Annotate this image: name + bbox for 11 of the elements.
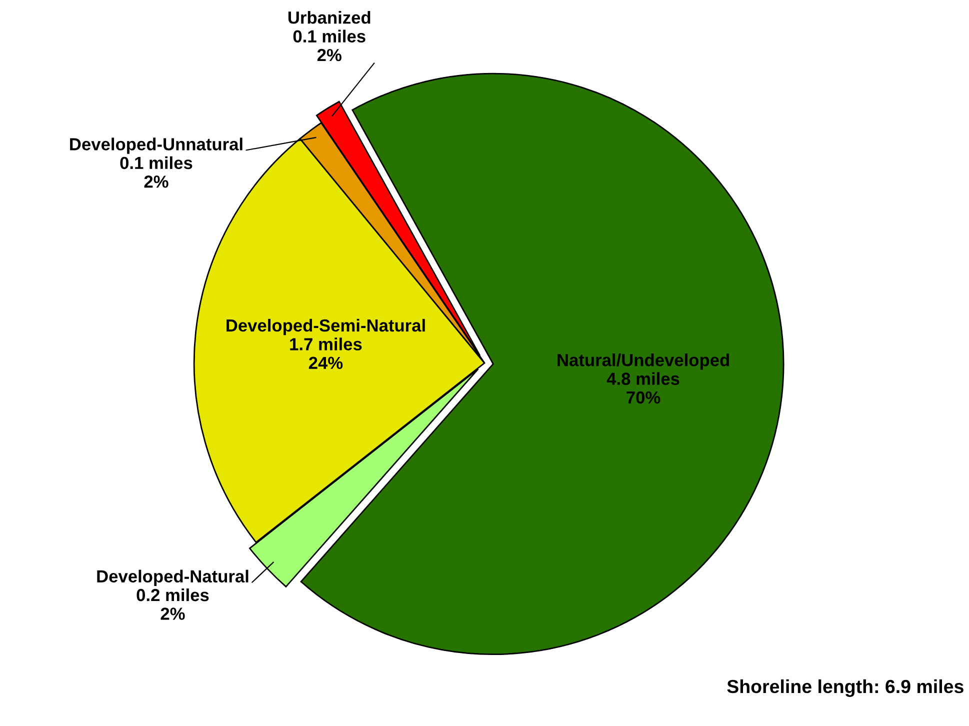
slice-label: Natural/Undeveloped bbox=[558, 354, 729, 370]
text: Shoreline length: 6.9 miles bbox=[727, 679, 964, 697]
slice-label: Developed-Unnatural bbox=[70, 138, 242, 154]
data-label: 0.2 miles 2% bbox=[136, 588, 209, 620]
data-label: 0.1 miles 2% bbox=[293, 30, 366, 62]
slice-label: Developed-Natural bbox=[97, 570, 248, 586]
slice-label: Urbanized bbox=[288, 11, 370, 24]
data-label: 1.7 miles 24% bbox=[290, 338, 362, 370]
data-label: 4.8 miles 70% bbox=[606, 372, 680, 404]
slice-label: Developed-Semi-Natural bbox=[226, 318, 425, 336]
data-label: 0.1 miles 2% bbox=[120, 156, 192, 188]
